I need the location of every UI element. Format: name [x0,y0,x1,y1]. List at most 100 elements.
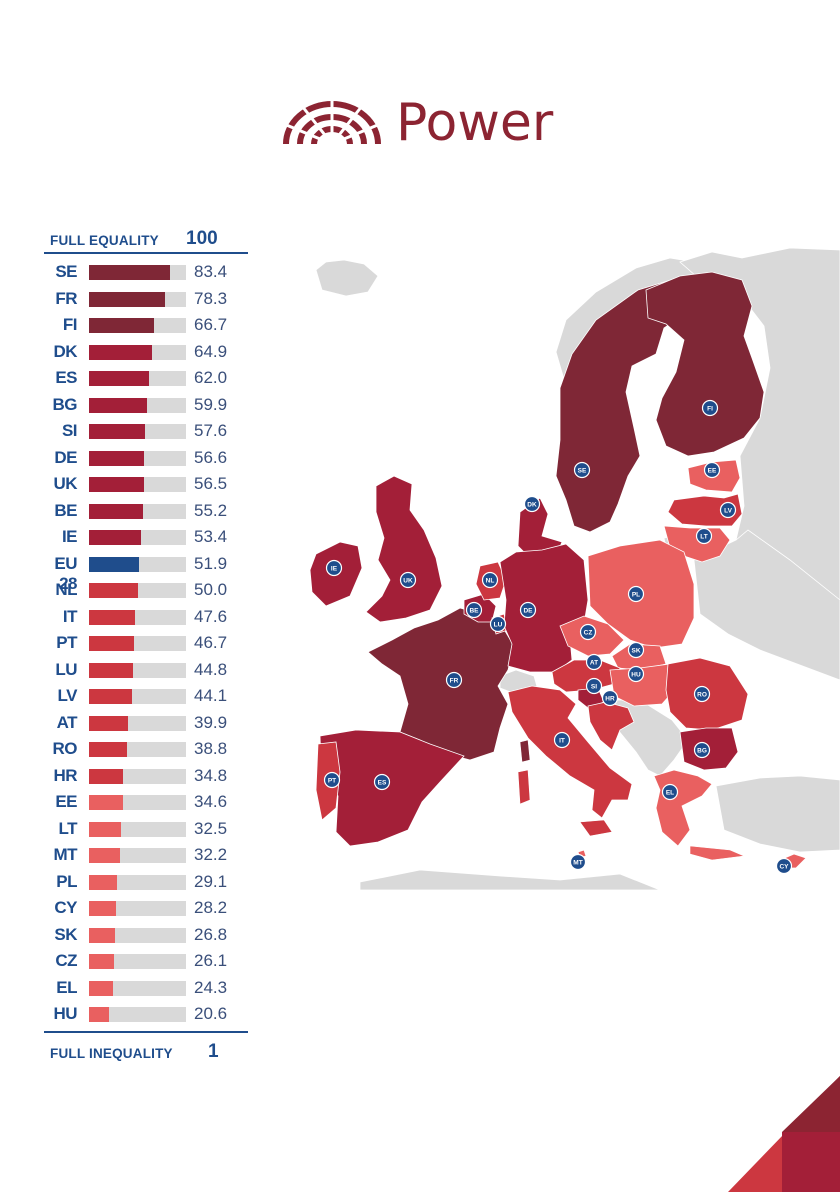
bar-value-label: 39.9 [194,712,228,732]
bar-track [89,795,186,810]
bar-track [89,636,186,651]
map-country-es [319,729,465,847]
bar-value-label: 57.6 [194,421,228,440]
bar-row-it: IT 47.6 [44,603,248,630]
country-code: FR [55,288,77,308]
map-label-text: MT [573,859,582,866]
non-eu-land-belarus-ukraine [693,529,840,681]
map-label-marker [445,671,463,689]
bar-track [89,609,186,625]
bar-fill [89,901,117,916]
header: Power [0,88,840,158]
map-label-text: PT [328,777,336,784]
full-inequality-row: FULL INEQUALITY 1 [44,1039,248,1065]
map-label-marker [481,571,499,589]
bar-fill [89,874,118,890]
bar-value-label: 50.0 [194,580,228,599]
bar-value-label: 28.2 [194,898,228,917]
country-code: HU [53,1004,77,1023]
map-label-marker [573,461,591,479]
bar-value-label: 56.6 [194,447,228,467]
country-code: DE [54,447,77,467]
bar-fill [89,742,127,757]
map-island-crete [689,845,746,861]
bar-track [89,874,186,890]
country-code: SK [54,924,77,944]
bar-track [89,1007,186,1022]
bar-value-label: 66.7 [194,315,228,334]
map-label-text: SK [631,647,640,654]
bar-fill [89,344,152,360]
map-label-text: ES [378,779,387,786]
bar-fill [89,503,143,519]
bar-track [89,742,186,757]
full-equality-value: 100 [186,228,218,249]
bar-value-label: 26.8 [194,924,228,944]
country-code: SI [61,421,78,440]
bar-fill [89,530,141,545]
map-label-marker [465,601,483,619]
bar-track [89,530,186,545]
bar-fill [89,848,121,863]
map-label-text: UK [403,577,413,584]
map-label-si: SI [585,677,603,695]
map-label-it: IT [553,731,571,749]
bar-value-label: 29.1 [194,871,228,891]
map-label-text: CZ [584,629,593,636]
bar-fill [89,768,123,784]
country-code: PL [56,871,77,891]
bar-row-pl: PL 29.1 [44,868,248,895]
bar-fill [89,477,144,492]
bar-row-ee: EE 34.6 [44,788,248,815]
map-label-ro: RO [693,685,711,703]
map-label-text: EE [708,467,717,474]
map-label-lv: LV [719,501,737,519]
map-label-at: AT [585,653,603,671]
bar-fill [89,609,136,625]
bar-track [89,848,186,863]
bar-value-label: 64.9 [194,341,228,361]
country-code: LT [58,818,77,838]
bar-value-label: 55.2 [194,500,228,520]
bar-fill [89,450,144,466]
map-label-marker [627,665,645,683]
bar-value-label: 24.3 [194,977,228,997]
country-code: CY [54,898,77,917]
bar-row-eu-28: EU 28 51.9 [44,550,248,593]
bar-row-pt: PT 46.7 [44,629,248,656]
bar-row-de: DE 56.6 [44,444,248,471]
bar-track [89,583,186,598]
country-code: NL [55,580,77,599]
bar-value-label: 20.6 [194,1004,228,1023]
country-code: BG [52,394,78,414]
bottom-divider [44,1030,248,1033]
map-label-text: SI [591,683,597,690]
map-label-hu: HU [627,665,645,683]
country-code: EL [56,977,77,997]
country-code: IT [62,606,78,626]
country-code: LU [55,659,77,679]
bar-fill [89,821,121,837]
bar-value-label: 78.3 [194,288,228,308]
parliament-icon [283,100,381,146]
bar-row-mt: MT 32.2 [44,841,248,868]
bar-value-label: 26.1 [194,951,228,970]
bar-value-label: 51.9 [194,553,228,573]
bar-row-bg: BG 59.9 [44,391,248,418]
bar-row-es: ES 62.0 [44,364,248,391]
map-label-mt: MT [569,853,587,871]
ranking-panel: FULL EQUALITY 100 SE 83.4 FR 78.3 FI 66.7 DK 64… [44,226,248,1065]
map-label-text: NL [486,577,495,584]
country-bar-list: SE 83.4 FR 78.3 FI 66.7 DK 64.9 ES 62.0 BG 59.9 SI 57… [44,258,248,1027]
bar-track [89,450,186,466]
map-label-text: DK [527,501,537,508]
map-label-text: EL [666,789,674,796]
bar-row-ro: RO 38.8 [44,735,248,762]
bar-fill [89,689,132,704]
map-label-marker [323,771,341,789]
map-label-text: AT [590,659,598,666]
map-label-marker [489,615,507,633]
map-label-marker [627,585,645,603]
country-code: DK [53,341,77,361]
map-label-ee: EE [703,461,721,479]
